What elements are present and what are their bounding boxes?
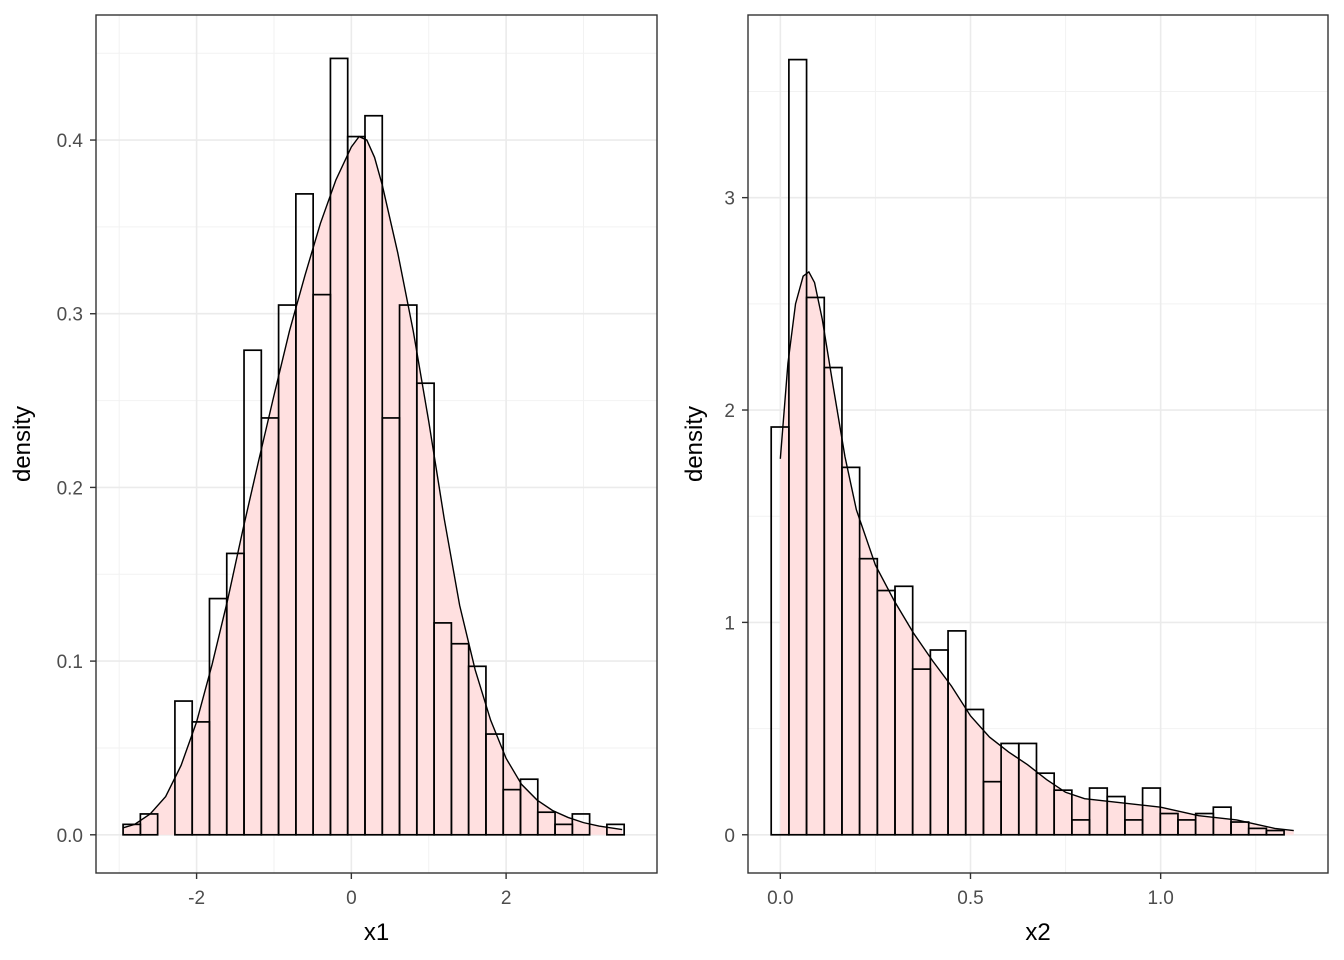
y-tick-label: 0.0 bbox=[57, 826, 83, 847]
histogram-bar bbox=[1265, 829, 1285, 836]
y-tick-label: 0.4 bbox=[57, 131, 84, 152]
y-tick-label: 1 bbox=[724, 613, 735, 634]
histogram-bars bbox=[770, 58, 1285, 836]
histogram-bar bbox=[606, 823, 626, 836]
y-axis-title: density bbox=[681, 406, 708, 482]
y-tick-label: 0.1 bbox=[57, 652, 83, 673]
x-tick-label: 2 bbox=[501, 888, 512, 909]
y-tick-label: 0 bbox=[724, 826, 735, 847]
panel-border bbox=[95, 14, 658, 874]
y-tick-label: 0.3 bbox=[57, 305, 83, 326]
x-axis-title: x1 bbox=[364, 919, 389, 946]
right-histogram-panel: 0.0 0.5 1.0 0 1 2 3 x2 density bbox=[681, 14, 1329, 946]
density-fill-area bbox=[780, 271, 1294, 835]
histogram-bar bbox=[485, 733, 505, 836]
histogram-bar bbox=[415, 382, 435, 836]
density-fill-area bbox=[123, 136, 623, 835]
x-tick-label: 1.0 bbox=[1147, 888, 1173, 909]
histogram-bar bbox=[964, 708, 985, 836]
y-tick-label: 0.2 bbox=[57, 478, 83, 499]
y-axis-title: density bbox=[9, 406, 36, 482]
density-curve bbox=[122, 135, 623, 831]
histogram-bar bbox=[1212, 806, 1232, 836]
histogram-bar bbox=[1106, 795, 1126, 836]
histogram-bar bbox=[536, 811, 556, 836]
panel-border bbox=[747, 14, 1329, 874]
x-tick-label: 0 bbox=[346, 888, 357, 909]
x-axis-title: x2 bbox=[1025, 919, 1050, 946]
x-tick-label: 0.0 bbox=[767, 888, 793, 909]
histogram-bar bbox=[519, 778, 539, 836]
left-histogram-panel: -2 0 2 0.0 0.1 0.2 0.3 0.4 x1 density bbox=[9, 14, 658, 946]
density-curve bbox=[779, 270, 1294, 832]
y-tick-label: 3 bbox=[724, 189, 735, 210]
histogram-bar bbox=[1141, 787, 1162, 836]
y-tick-label: 2 bbox=[724, 401, 735, 422]
x-tick-label: -2 bbox=[188, 888, 205, 909]
x-tick-label: 0.5 bbox=[957, 888, 983, 909]
